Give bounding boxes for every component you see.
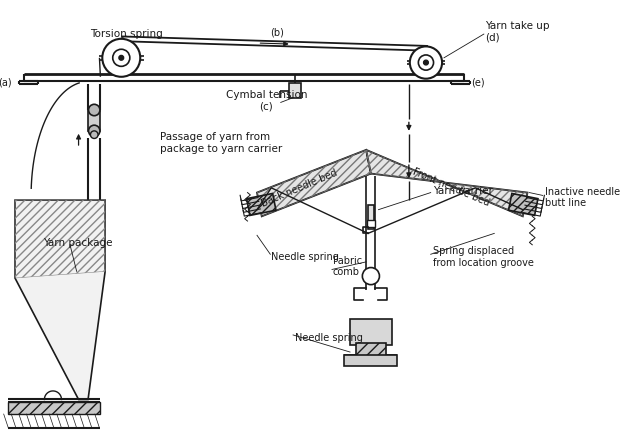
Text: Back needle bed: Back needle bed (260, 167, 339, 208)
Circle shape (90, 131, 98, 139)
Text: Fabric
comb: Fabric comb (333, 256, 362, 278)
Polygon shape (509, 194, 538, 215)
Text: Inactive needle
butt line: Inactive needle butt line (544, 186, 620, 208)
Bar (344, 355, 398, 366)
Bar (355, 344, 386, 357)
Text: Cymbal tension
(c): Cymbal tension (c) (225, 90, 307, 111)
Bar (368, 205, 374, 229)
Text: Torsion spring: Torsion spring (90, 29, 163, 39)
Circle shape (423, 60, 428, 65)
Bar (350, 319, 392, 345)
Text: Passage of yarn from
package to yarn carrier: Passage of yarn from package to yarn car… (160, 132, 283, 154)
Bar (290, 83, 301, 98)
Text: Yarn take up
(d): Yarn take up (d) (485, 21, 550, 43)
Circle shape (119, 56, 124, 60)
Circle shape (418, 55, 433, 70)
Circle shape (113, 49, 130, 66)
Polygon shape (8, 402, 100, 414)
Circle shape (102, 39, 140, 77)
Circle shape (89, 104, 100, 116)
Text: Yarn package: Yarn package (43, 238, 113, 248)
Polygon shape (366, 150, 528, 216)
Circle shape (89, 125, 100, 137)
Text: Front needle bed: Front needle bed (412, 167, 492, 209)
Polygon shape (247, 194, 276, 215)
Circle shape (362, 268, 379, 285)
Text: Spring displaced
from location groove: Spring displaced from location groove (433, 246, 533, 268)
Text: (b): (b) (270, 27, 284, 37)
Circle shape (410, 47, 442, 79)
Text: Needle spring: Needle spring (295, 333, 363, 343)
Text: Needle spring: Needle spring (271, 252, 339, 262)
Text: (e): (e) (472, 77, 485, 87)
Text: Yarn carrier: Yarn carrier (433, 186, 492, 196)
Polygon shape (15, 200, 105, 400)
Bar (88, 110, 100, 131)
Polygon shape (257, 150, 371, 216)
Bar (367, 220, 375, 227)
Text: (a): (a) (0, 77, 11, 87)
